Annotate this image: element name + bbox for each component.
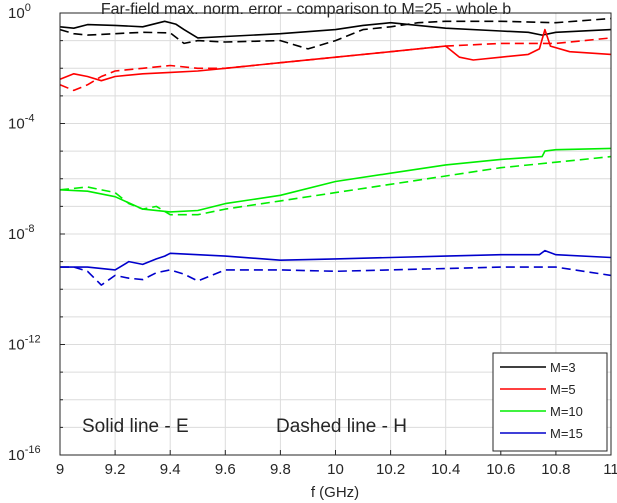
x-tick-label: 10.6	[486, 461, 515, 478]
y-tick-label: 10-12	[8, 334, 41, 354]
chart-title: Far-field max. norm. error - comparison …	[101, 1, 511, 18]
annotation-dashed-line: Dashed line - H	[276, 416, 407, 437]
x-tick-label: 9.4	[160, 461, 181, 478]
y-tick-label: 10-16	[8, 444, 41, 464]
x-tick-label: 10.4	[431, 461, 460, 478]
legend-label: M=5	[550, 382, 576, 397]
series-line-m5-dashed	[59, 37, 612, 92]
y-tick-label: 10-8	[8, 223, 34, 243]
x-tick-label: 10.2	[376, 461, 405, 478]
y-tick-exponent: -16	[25, 444, 41, 456]
series-line-m15-dashed	[60, 266, 612, 286]
x-tick-label: 9	[56, 461, 64, 478]
y-tick-exponent: -8	[25, 223, 35, 235]
legend-label: M=10	[550, 404, 583, 419]
y-tick-base: 10	[8, 226, 25, 243]
series-line-m3-dashed	[59, 17, 612, 50]
y-tick-label: 100	[8, 2, 31, 22]
x-tick-label: 10	[327, 461, 344, 478]
y-tick-exponent: -12	[25, 334, 41, 346]
series-line-m15-solid	[60, 249, 612, 271]
y-tick-exponent: -4	[25, 113, 35, 125]
legend-label: M=3	[550, 360, 576, 375]
series-line-m10-dashed	[59, 155, 612, 216]
legend-box	[492, 352, 608, 452]
y-tick-base: 10	[8, 5, 25, 22]
x-tick-label: 9.2	[105, 461, 126, 478]
x-tick-label: 9.8	[270, 461, 291, 478]
annotation-solid-line: Solid line - E	[82, 416, 189, 437]
x-tick-label: 10.8	[541, 461, 570, 478]
y-tick-label: 10-4	[8, 113, 34, 133]
series-line-m3-solid	[59, 20, 612, 39]
x-axis-label: f (GHz)	[311, 484, 359, 501]
y-tick-exponent: 0	[25, 2, 31, 14]
y-tick-base: 10	[8, 337, 25, 354]
legend-label: M=15	[550, 426, 583, 441]
x-axis-ticks: 9 9.2 9.4 9.6 9.8 10 10.2 10.4 10.6 10.8 11	[56, 450, 617, 478]
x-tick-label: 9.6	[215, 461, 236, 478]
chart-series-group	[59, 17, 612, 286]
y-tick-base: 10	[8, 116, 25, 133]
y-tick-base: 10	[8, 447, 25, 464]
x-tick-label: 11	[603, 461, 617, 478]
legend: M=3 M=5 M=10 M=15	[492, 352, 608, 452]
